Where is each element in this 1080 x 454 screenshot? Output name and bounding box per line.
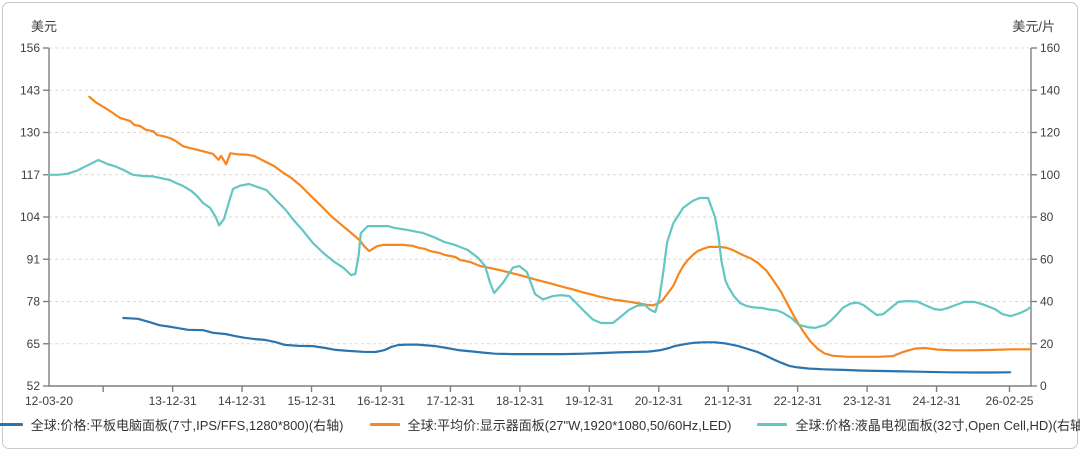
x-axis-tick-label: 19-12-31 — [565, 394, 613, 408]
legend-label: 全球:价格:液晶电视面板(32寸,Open Cell,HD)(右轴) — [795, 415, 1080, 434]
right-axis-tick-label: 120 — [1040, 126, 1060, 140]
right-axis-tick-label: 60 — [1040, 252, 1054, 266]
right-axis-tick-label: 0 — [1040, 379, 1047, 393]
left-axis-tick-label: 104 — [20, 210, 40, 224]
x-axis-tick-label: 24-12-31 — [913, 394, 961, 408]
x-axis-tick-label: 17-12-31 — [426, 394, 474, 408]
legend-item-tablet-panel[interactable]: 全球:价格:平板电脑面板(7寸,IPS/FFS,1280*800)(右轴) — [0, 415, 344, 434]
left-axis-tick-label: 52 — [27, 379, 41, 393]
left-axis-tick-label: 91 — [27, 252, 41, 266]
x-axis-tick-label: 23-12-31 — [843, 394, 891, 408]
left-axis-tick-label: 78 — [27, 295, 41, 309]
x-axis-tick-label: 21-12-31 — [704, 394, 752, 408]
left-axis-tick-label: 143 — [20, 83, 40, 97]
monitor-panel-line-swatch — [370, 423, 400, 426]
left-axis-tick-label: 130 — [20, 126, 40, 140]
price-chart: 52 65 78 91 104 117 130 143 156 0 20 40 60 80 100 120 14… — [3, 3, 1080, 454]
right-axis-tick-label: 160 — [1040, 41, 1060, 55]
legend-label: 全球:价格:平板电脑面板(7寸,IPS/FFS,1280*800)(右轴) — [31, 415, 344, 434]
series-line-2 — [49, 160, 1031, 328]
x-axis-tick-label: 22-12-31 — [774, 394, 822, 408]
right-axis-tick-label: 140 — [1040, 83, 1060, 97]
right-axis-tick-label: 40 — [1040, 295, 1054, 309]
left-axis-tick-label: 156 — [20, 41, 40, 55]
right-axis-tick-label: 20 — [1040, 337, 1054, 351]
x-axis-tick-label: 20-12-31 — [635, 394, 683, 408]
x-axis-tick-label: 14-12-31 — [218, 394, 266, 408]
series-line-0 — [123, 318, 1010, 373]
x-axis-tick-label: 15-12-31 — [287, 394, 335, 408]
tv-panel-line-swatch — [757, 423, 787, 426]
tablet-panel-line-swatch — [0, 423, 23, 426]
legend-item-tv-panel[interactable]: 全球:价格:液晶电视面板(32寸,Open Cell,HD)(右轴) — [757, 415, 1080, 434]
legend-item-monitor-panel[interactable]: 全球:平均价:显示器面板(27"W,1920*1080,50/60Hz,LED) — [370, 415, 732, 434]
left-axis-tick-label: 65 — [27, 337, 41, 351]
chart-legend: 全球:价格:平板电脑面板(7寸,IPS/FFS,1280*800)(右轴) 全球… — [3, 415, 1077, 434]
right-axis-tick-label: 100 — [1040, 168, 1060, 182]
x-axis-tick-label: 13-12-31 — [149, 394, 197, 408]
left-axis-tick-label: 117 — [21, 168, 40, 182]
x-axis-tick-label: 18-12-31 — [496, 394, 544, 408]
legend-label: 全球:平均价:显示器面板(27"W,1920*1080,50/60Hz,LED) — [408, 415, 732, 434]
right-axis-tick-label: 80 — [1040, 210, 1054, 224]
x-axis-tick-label: 26-02-25 — [985, 394, 1033, 408]
x-axis-start-label: 12-03-20 — [25, 394, 73, 408]
series-line-1 — [89, 97, 1031, 357]
x-axis-tick-label: 16-12-31 — [357, 394, 405, 408]
